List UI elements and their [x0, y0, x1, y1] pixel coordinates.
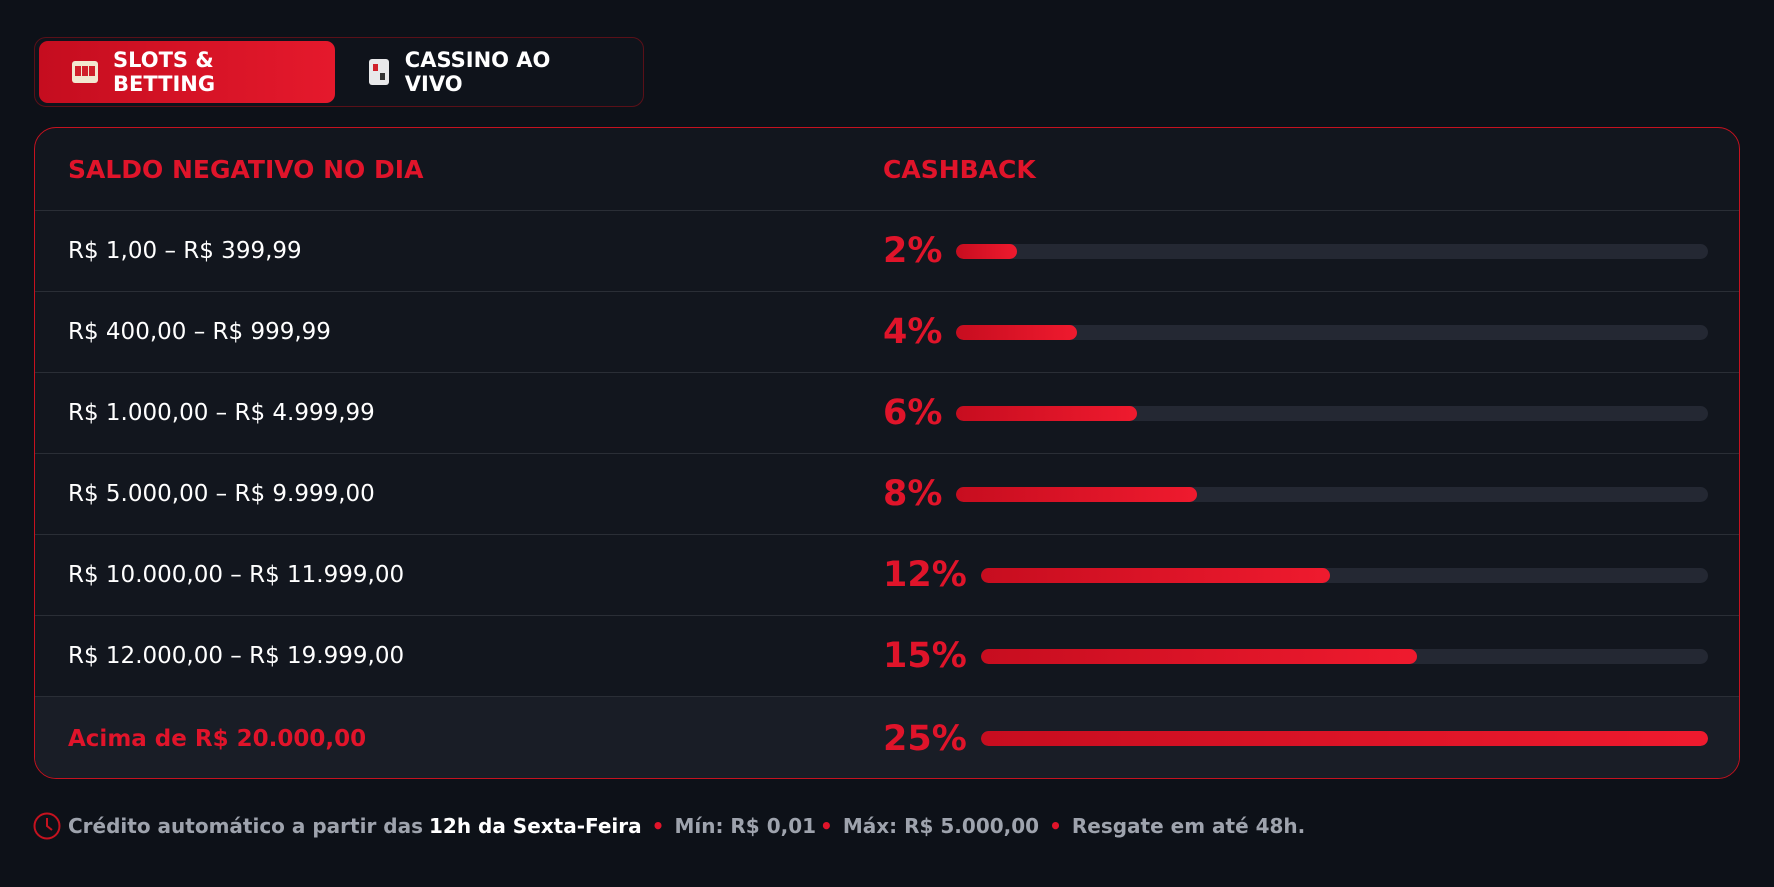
table-row: R$ 400,00 – R$ 999,99 4%	[35, 291, 1739, 372]
table-row: R$ 5.000,00 – R$ 9.999,00 8%	[35, 453, 1739, 534]
bullet: •	[1049, 814, 1062, 838]
footer-text: Mín: R$ 0,01	[674, 814, 817, 838]
progress-track	[956, 405, 1708, 421]
cashback-cell: 12%	[883, 555, 1739, 595]
cashback-cell: 4%	[883, 312, 1739, 352]
table-row: R$ 1.000,00 – R$ 4.999,99 6%	[35, 372, 1739, 453]
range-cell: Acima de R$ 20.000,00	[68, 725, 367, 752]
range-cell: R$ 400,00 – R$ 999,99	[68, 319, 331, 345]
cashback-label: 6%	[883, 393, 943, 433]
table-row: R$ 12.000,00 – R$ 19.999,00 15%	[35, 615, 1739, 696]
progress-fill	[980, 567, 1330, 583]
table-row: R$ 1,00 – R$ 399,99 2%	[35, 210, 1739, 291]
header-cell: CASHBACK	[883, 154, 1036, 184]
progress-fill	[956, 486, 1197, 502]
table-header: SALDO NEGATIVO NO DIA CASHBACK	[35, 128, 1739, 210]
cashback-table: SALDO NEGATIVO NO DIA CASHBACK R$ 1,00 –…	[34, 127, 1740, 779]
progress-fill	[980, 731, 1708, 746]
header-cell: SALDO NEGATIVO NO DIA	[68, 154, 424, 184]
table-row: R$ 10.000,00 – R$ 11.999,00 12%	[35, 534, 1739, 615]
progress-fill	[980, 648, 1418, 664]
footer-time: 12h da Sexta-Feira	[428, 814, 642, 838]
progress-track	[980, 648, 1708, 664]
cashback-label: 12%	[883, 555, 967, 595]
range-cell: R$ 1,00 – R$ 399,99	[68, 238, 302, 264]
bullet: •	[820, 814, 833, 838]
cards-icon	[368, 59, 389, 85]
range-cell: R$ 12.000,00 – R$ 19.999,00	[68, 643, 405, 669]
cashback-cell: 15%	[883, 636, 1739, 676]
tab-live[interactable]: CASSINO AO VIVO	[335, 41, 639, 103]
clock-icon	[33, 812, 61, 840]
progress-track	[956, 324, 1708, 340]
table-row: Acima de R$ 20.000,00 25%	[35, 696, 1739, 778]
tab-label: SLOTS & BETTING	[113, 48, 216, 96]
tab-label: CASSINO AO VIVO	[404, 48, 551, 96]
cashback-label: 15%	[883, 636, 967, 676]
progress-track	[980, 567, 1708, 583]
cashback-label: 2%	[883, 231, 943, 271]
footer-text: Máx: R$ 5.000,00	[842, 814, 1040, 838]
range-cell: R$ 1.000,00 – R$ 4.999,99	[68, 400, 375, 426]
cashback-label: 25%	[883, 718, 967, 759]
progress-track	[956, 486, 1708, 502]
footer-text: Crédito automático a partir das	[68, 814, 423, 838]
footer-text: Resgate em até 48h.	[1071, 814, 1306, 838]
cashback-label: 8%	[883, 474, 943, 514]
cashback-cell: 8%	[883, 474, 1739, 514]
range-cell: R$ 10.000,00 – R$ 11.999,00	[68, 562, 405, 588]
cashback-cell: 6%	[883, 393, 1739, 433]
progress-fill	[956, 324, 1077, 340]
tab-bar: SLOTS & BETTING CASSINO AO VIVO	[34, 37, 644, 107]
progress-fill	[956, 243, 1017, 259]
footer-note: Crédito automático a partir das 12h da S…	[32, 808, 1305, 844]
progress-track	[956, 243, 1708, 259]
progress-track	[980, 731, 1708, 746]
bullet: •	[651, 814, 665, 838]
cashback-cell: 25%	[883, 719, 1739, 759]
tab-slots[interactable]: SLOTS & BETTING	[39, 41, 335, 103]
cashback-label: 4%	[883, 312, 943, 352]
cashback-cell: 2%	[883, 231, 1739, 271]
slots-icon	[72, 61, 98, 83]
range-cell: R$ 5.000,00 – R$ 9.999,00	[68, 481, 375, 507]
progress-fill	[956, 405, 1137, 421]
